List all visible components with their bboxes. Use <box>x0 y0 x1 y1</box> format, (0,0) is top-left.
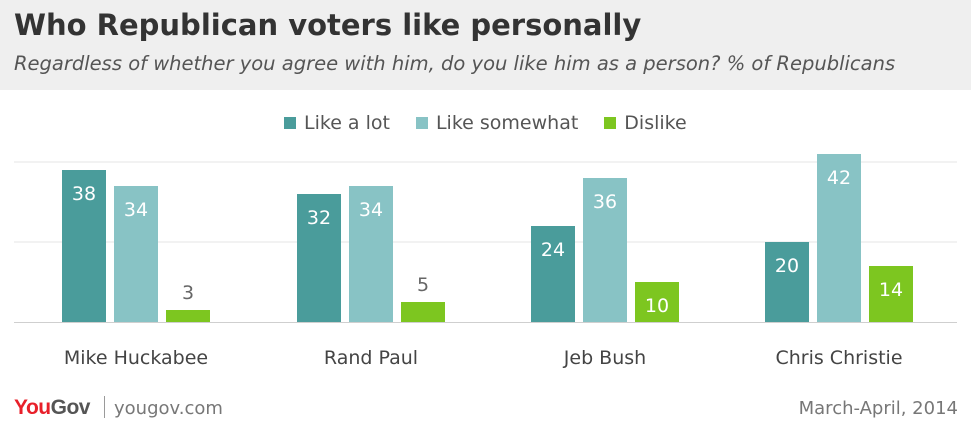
legend-label-dislike: Dislike <box>624 112 687 134</box>
data-label: 5 <box>417 274 429 296</box>
yougov-logo: YouGov <box>14 396 90 419</box>
footer-date: March-April, 2014 <box>798 398 958 419</box>
chart-title: Who Republican voters like personally <box>14 8 642 42</box>
legend-item-like-somewhat: Like somewhat <box>415 112 579 134</box>
category-label: Jeb Bush <box>563 347 646 369</box>
data-label: 42 <box>827 167 851 189</box>
legend-label-like-a-lot: Like a lot <box>304 112 390 134</box>
header-band: Who Republican voters like personally Re… <box>0 0 971 90</box>
bar-mike-huckabee-like-somewhat <box>114 186 158 322</box>
legend: Like a lot Like somewhat Dislike <box>284 112 713 134</box>
bar-chris-christie-dislike <box>869 266 913 322</box>
legend-swatch-dislike <box>604 117 617 129</box>
bar-rand-paul-like-a-lot <box>297 194 341 322</box>
bar-chris-christie-like-a-lot <box>765 242 809 322</box>
bar-mike-huckabee-like-a-lot <box>62 170 106 322</box>
legend-swatch-like-a-lot <box>284 117 296 129</box>
bar-jeb-bush-like-a-lot <box>531 226 575 322</box>
footer-divider <box>104 396 105 418</box>
data-label: 34 <box>359 199 383 221</box>
data-label: 34 <box>124 199 148 221</box>
bar-chris-christie-like-somewhat <box>817 154 861 322</box>
data-label: 32 <box>307 207 331 229</box>
category-label: Rand Paul <box>324 347 418 369</box>
data-label: 20 <box>775 255 799 277</box>
chart-subtitle: Regardless of whether you agree with him… <box>14 52 896 75</box>
legend-item-like-a-lot: Like a lot <box>284 112 390 134</box>
data-label: 38 <box>72 183 96 205</box>
data-label: 36 <box>593 191 617 213</box>
legend-label-like-somewhat: Like somewhat <box>435 112 579 134</box>
category-label: Chris Christie <box>775 347 902 369</box>
footer-site: yougov.com <box>114 398 223 419</box>
data-label: 24 <box>541 239 565 261</box>
bar-mike-huckabee-dislike <box>166 310 210 322</box>
legend-item-dislike: Dislike <box>604 112 687 134</box>
data-label: 10 <box>645 295 669 317</box>
bar-rand-paul-like-somewhat <box>349 186 393 322</box>
bar-jeb-bush-dislike <box>635 282 679 322</box>
bar-rand-paul-dislike <box>401 302 445 322</box>
data-label: 3 <box>182 282 194 304</box>
data-label: 14 <box>879 279 903 301</box>
category-label: Mike Huckabee <box>64 347 208 369</box>
bar-jeb-bush-like-somewhat <box>583 178 627 322</box>
legend-swatch-like-somewhat <box>415 117 428 129</box>
